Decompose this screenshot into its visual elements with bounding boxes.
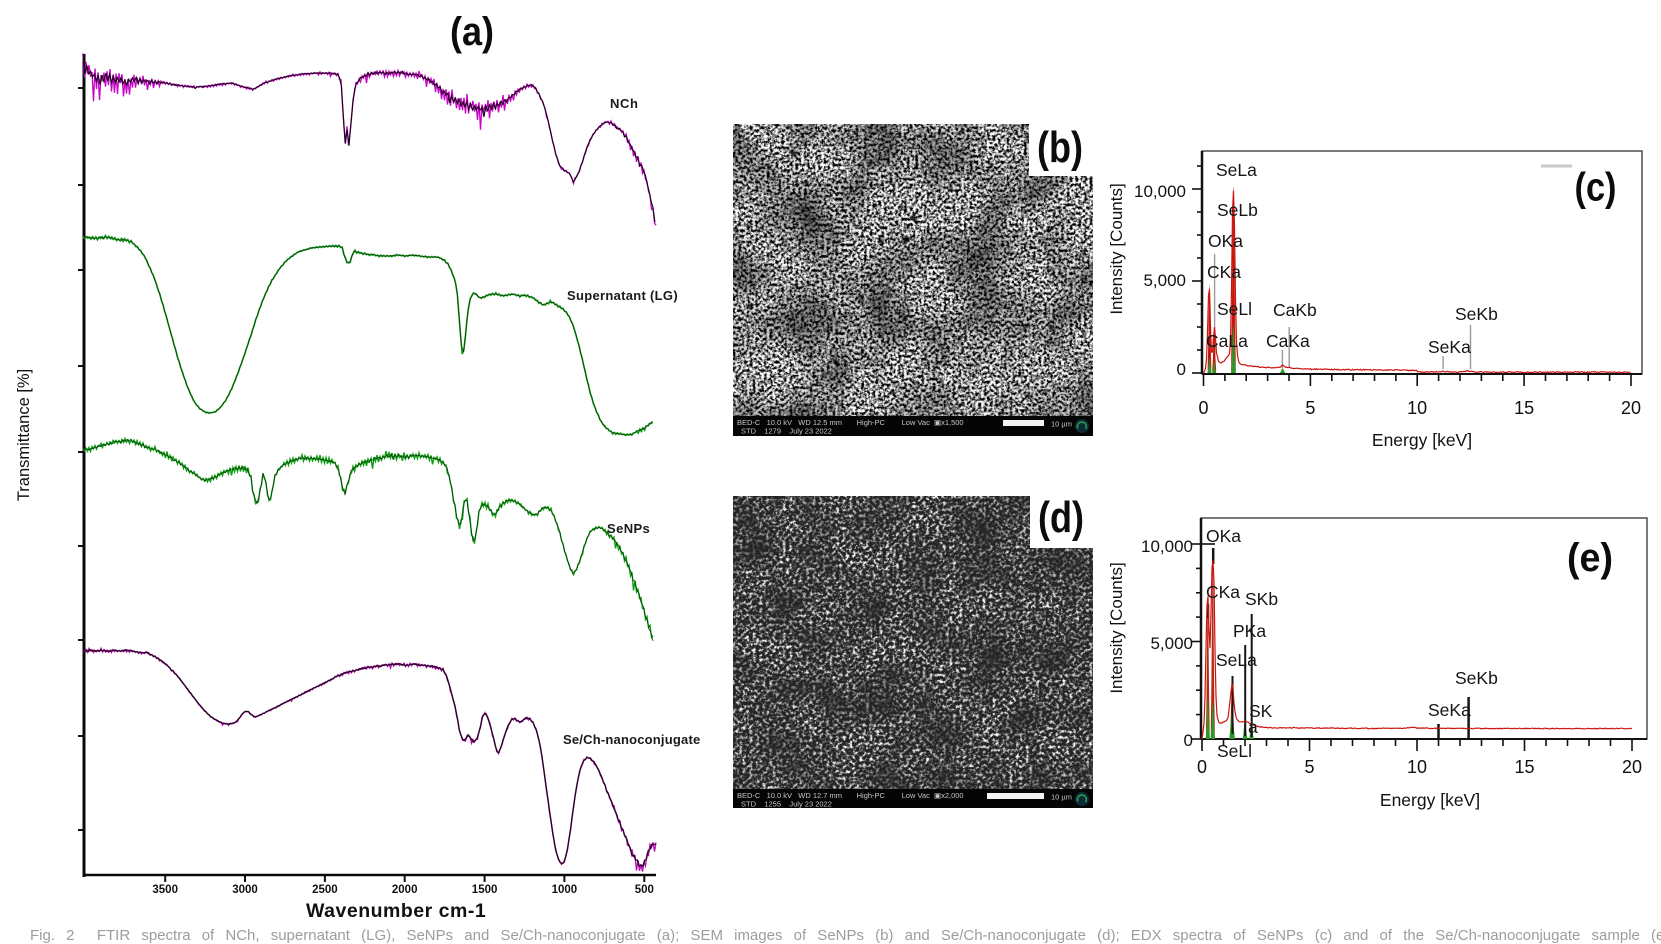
svg-text:3000: 3000 [232,884,258,896]
svg-text:Se/Ch-nanoconjugate: Se/Ch-nanoconjugate [563,732,700,747]
svg-text:a: a [1248,717,1258,737]
svg-text:10,000: 10,000 [1134,182,1186,201]
svg-text:(a): (a) [450,10,494,54]
svg-text:(d): (d) [1038,496,1084,542]
svg-text:(c): (c) [1575,166,1617,210]
svg-text:Transmittance [%]: Transmittance [%] [15,369,33,501]
svg-text:500: 500 [635,884,654,896]
svg-text:SeKa: SeKa [1428,700,1471,720]
svg-text:5: 5 [1304,757,1314,777]
svg-text:SeKb: SeKb [1455,668,1498,688]
svg-text:OKa: OKa [1206,526,1241,546]
svg-text:SeNPs: SeNPs [607,521,650,536]
svg-text:SKb: SKb [1245,589,1278,609]
svg-text:CaKa: CaKa [1266,331,1310,351]
svg-text:SeLl: SeLl [1217,299,1252,319]
svg-text:0: 0 [1197,757,1207,777]
svg-text:CKa: CKa [1207,262,1241,282]
svg-text:NCh: NCh [610,96,639,111]
svg-text:SeKa: SeKa [1428,337,1471,357]
svg-text:15: 15 [1514,398,1534,418]
svg-text:SeKb: SeKb [1455,304,1498,324]
svg-text:SeLb: SeLb [1217,200,1258,220]
svg-text:SeLa: SeLa [1216,650,1257,670]
svg-text:CaLa: CaLa [1206,331,1248,351]
svg-text:0: 0 [1184,731,1193,750]
svg-text:Intensity [Counts]: Intensity [Counts] [1107,183,1126,314]
svg-text:0: 0 [1198,398,1208,418]
svg-text:5,000: 5,000 [1150,634,1193,653]
svg-text:5: 5 [1305,398,1315,418]
svg-text:SeLa: SeLa [1216,160,1257,180]
svg-text:OKa: OKa [1208,231,1243,251]
svg-text:2500: 2500 [312,884,338,896]
svg-text:10 µm: 10 µm [1051,793,1072,802]
svg-text:Intensity [Counts]: Intensity [Counts] [1107,562,1126,693]
svg-text:BED-C 10.0 kV WD 12.7 mm: BED-C 10.0 kV WD 12.7 mm High-PC Low Vac… [737,791,964,800]
svg-text:2000: 2000 [392,884,418,896]
svg-text:SK: SK [1249,701,1273,721]
svg-text:SeLl: SeLl [1217,741,1252,761]
svg-text:10,000: 10,000 [1141,537,1193,556]
svg-text:BED-C 10.0 kV WD 12.5 mm: BED-C 10.0 kV WD 12.5 mm High-PC Low Vac… [737,418,964,427]
svg-text:20: 20 [1621,398,1641,418]
svg-text:3500: 3500 [152,884,178,896]
svg-text:CaKb: CaKb [1273,300,1317,320]
svg-text:10: 10 [1407,398,1427,418]
svg-text:Wavenumber cm-1: Wavenumber cm-1 [306,900,486,922]
svg-text:1000: 1000 [552,884,578,896]
svg-text:Supernatant (LG): Supernatant (LG) [567,288,678,303]
svg-text:10 µm: 10 µm [1051,420,1072,429]
svg-text:Energy [keV]: Energy [keV] [1372,430,1472,450]
svg-text:20: 20 [1622,757,1642,777]
svg-text:1500: 1500 [472,884,498,896]
svg-text:Energy [keV]: Energy [keV] [1380,790,1480,810]
svg-text:15: 15 [1514,757,1534,777]
svg-text:5,000: 5,000 [1143,271,1186,290]
svg-text:CKa: CKa [1206,582,1240,602]
svg-text:0: 0 [1177,360,1186,379]
svg-text:(e): (e) [1567,536,1613,580]
svg-text:STD 1255 July 23 2022: STD 1255 July 23 2022 [741,800,832,809]
svg-text:STD 1279 July 23 2022: STD 1279 July 23 2022 [741,427,832,436]
svg-text:PKa: PKa [1233,621,1266,641]
svg-text:(b): (b) [1037,124,1083,172]
svg-text:10: 10 [1407,757,1427,777]
